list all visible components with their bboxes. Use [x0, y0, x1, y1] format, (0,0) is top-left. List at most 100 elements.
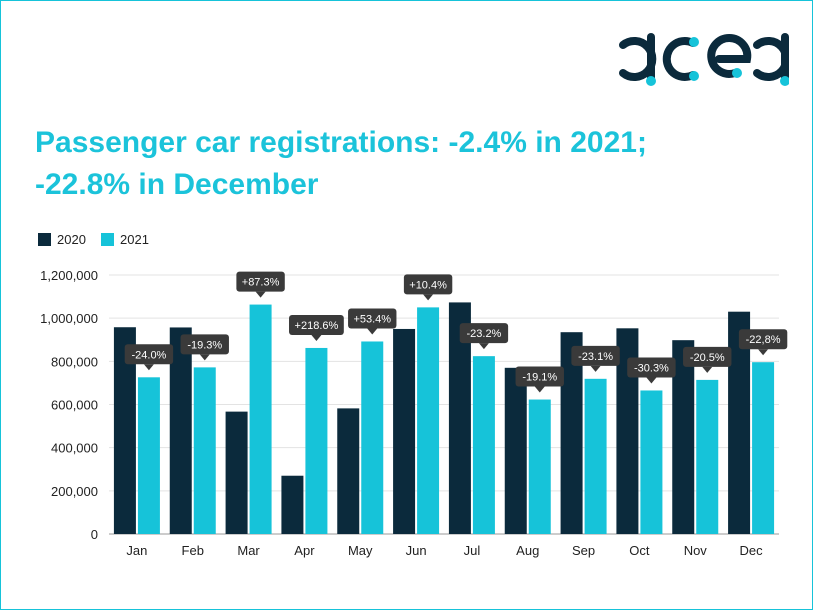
- callout-label: -19.1%: [522, 372, 557, 384]
- x-tick-label: Aug: [516, 543, 539, 558]
- change-callout-Jan: -24.0%: [124, 344, 174, 371]
- title-line-2: -22.8% in December: [35, 168, 319, 201]
- callout-pointer: [646, 377, 657, 384]
- bar-2021-Aug: [528, 399, 551, 534]
- x-tick-label: Sep: [572, 543, 595, 558]
- title-line-1: Passenger car registrations: -2.4% in 20…: [35, 126, 647, 159]
- chart-bars: [113, 302, 775, 534]
- change-callout-Oct: -30.3%: [627, 357, 676, 384]
- callout-pointer: [534, 386, 545, 393]
- y-axis: 0 200,000 400,000 600,000 800,000 1,000,000 1,…: [40, 268, 98, 542]
- callout-bubble: [403, 274, 453, 295]
- callout-bubble: [236, 271, 285, 292]
- callout-label: -19.3%: [187, 339, 222, 351]
- change-callout-May: +53.4%: [348, 308, 397, 335]
- callout-label: +10.4%: [409, 279, 447, 291]
- chart-annotations: -24.0% -19.3% +87.3% +218.6% +53.4% +10.4% -23…: [124, 271, 788, 393]
- callout-label: -22,8%: [746, 334, 781, 346]
- callout-pointer: [143, 364, 154, 371]
- callout-pointer: [423, 294, 434, 301]
- x-tick-label: Dec: [740, 543, 764, 558]
- bar-2020-Jul: [448, 302, 471, 534]
- callout-bubble: [571, 345, 620, 366]
- bar-2020-Oct: [616, 328, 639, 534]
- change-callout-Dec: -22,8%: [738, 329, 788, 356]
- callout-bubble: [289, 314, 344, 335]
- change-callout-Mar: +87.3%: [236, 271, 285, 298]
- y-tick-label: 1,200,000: [40, 268, 98, 283]
- bar-2021-Mar: [249, 304, 272, 534]
- bar-2020-Aug: [504, 367, 527, 534]
- callout-pointer: [590, 365, 601, 372]
- callout-pointer: [311, 334, 322, 341]
- callout-label: -23.2%: [466, 328, 501, 340]
- bar-2021-Jul: [472, 356, 495, 534]
- callout-pointer: [255, 291, 266, 298]
- y-tick-label: 800,000: [51, 354, 98, 369]
- legend-swatch-2020: [38, 233, 51, 246]
- change-callout-Sep: -23.1%: [571, 345, 620, 372]
- legend-label-2020: 2020: [57, 232, 86, 247]
- x-axis: Jan Feb Mar Apr May Jun Jul Aug Sep Oct Nov Dec: [126, 543, 763, 558]
- callout-pointer: [702, 366, 713, 373]
- callout-label: +218.6%: [295, 320, 339, 332]
- chart-legend: 2020 2021: [38, 232, 149, 247]
- x-tick-label: Jan: [126, 543, 147, 558]
- callout-pointer: [758, 349, 769, 356]
- bar-2020-Jun: [393, 328, 416, 534]
- callout-label: -30.3%: [634, 362, 669, 374]
- callout-bubble: [124, 344, 174, 365]
- y-tick-label: 400,000: [51, 441, 98, 456]
- bar-2020-Jan: [113, 327, 136, 534]
- bar-2021-Apr: [305, 347, 328, 534]
- bar-2021-Dec: [752, 362, 775, 534]
- callout-label: +87.3%: [242, 277, 280, 289]
- x-tick-label: May: [348, 543, 373, 558]
- bar-2020-Nov: [672, 340, 695, 534]
- acea-logo: [619, 33, 789, 86]
- callout-label: -23.1%: [578, 351, 613, 363]
- bar-2020-Apr: [281, 475, 304, 534]
- x-tick-label: Mar: [237, 543, 260, 558]
- callout-label: -24.0%: [131, 349, 166, 361]
- x-tick-label: Jul: [464, 543, 481, 558]
- callout-bubble: [348, 308, 397, 329]
- callout-bubble: [738, 329, 788, 350]
- callout-label: +53.4%: [353, 313, 391, 325]
- bar-2021-May: [361, 341, 384, 534]
- bar-2021-Nov: [696, 379, 719, 534]
- bar-2020-Dec: [728, 311, 751, 534]
- callout-bubble: [515, 366, 564, 387]
- callout-pointer: [367, 328, 378, 335]
- x-tick-label: Oct: [629, 543, 650, 558]
- bar-2020-Feb: [169, 327, 192, 534]
- legend-label-2021: 2021: [120, 232, 149, 247]
- change-callout-Apr: +218.6%: [289, 314, 344, 341]
- bar-2020-Mar: [225, 411, 248, 534]
- callout-bubble: [683, 346, 732, 367]
- x-tick-label: Jun: [406, 543, 427, 558]
- bar-2020-Sep: [560, 332, 583, 534]
- bar-2021-Feb: [193, 367, 216, 534]
- y-tick-label: 0: [91, 527, 98, 542]
- change-callout-Jun: +10.4%: [403, 274, 453, 301]
- bar-2021-Sep: [584, 378, 607, 534]
- callout-pointer: [199, 354, 210, 361]
- slide-title: Passenger car registrations: -2.4% in 20…: [35, 122, 775, 206]
- callout-bubble: [627, 357, 676, 378]
- bar-2020-May: [337, 408, 360, 534]
- change-callout-Aug: -19.1%: [515, 366, 564, 393]
- x-tick-label: Apr: [294, 543, 315, 558]
- change-callout-Jul: -23.2%: [459, 323, 509, 350]
- y-tick-label: 1,000,000: [40, 311, 98, 326]
- legend-swatch-2021: [101, 233, 114, 246]
- x-tick-label: Feb: [182, 543, 204, 558]
- y-tick-label: 200,000: [51, 484, 98, 499]
- callout-bubble: [459, 323, 509, 344]
- registrations-bar-chart: 2020 2021 0 200,000 400,000 600,000 800,000 1,…: [38, 232, 788, 558]
- change-callout-Nov: -20.5%: [683, 346, 732, 373]
- change-callout-Feb: -19.3%: [180, 334, 229, 361]
- callout-pointer: [478, 343, 489, 350]
- callout-bubble: [180, 334, 229, 355]
